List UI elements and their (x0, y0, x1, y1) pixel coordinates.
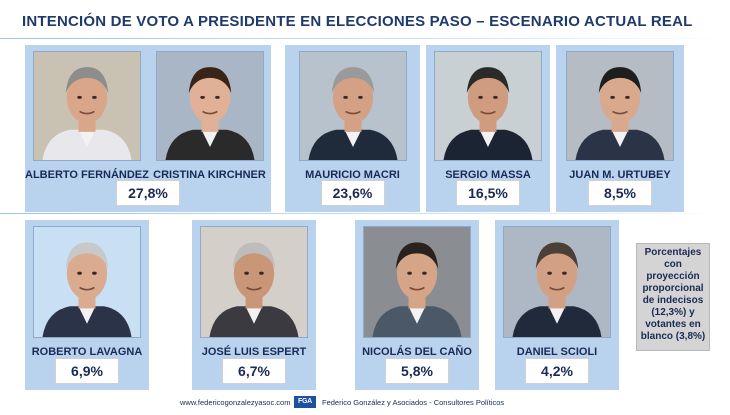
candidate-portrait-icon (34, 227, 140, 337)
data-label: 6,9% (55, 358, 119, 384)
chart-title: INTENCIÓN DE VOTO A PRESIDENTE EN ELECCI… (22, 13, 693, 30)
candidate-photo (503, 226, 611, 338)
fga-logo: FGA (294, 396, 316, 408)
footer-firm-name: Federico González y Asociados - Consulto… (322, 398, 505, 407)
candidate-photo (566, 51, 674, 161)
candidate-portrait-icon (299, 52, 406, 160)
candidate-portrait-icon (364, 227, 470, 337)
data-label: 4,2% (525, 358, 589, 384)
candidate-portrait-icon (435, 52, 541, 160)
footer-url[interactable]: www.federicogonzalezyasoc.com (180, 398, 291, 407)
candidate-portrait-icon (504, 227, 610, 337)
candidate-name: JUAN M. URTUBEY (569, 169, 671, 181)
candidate-photo (298, 51, 407, 161)
candidate-name: CRISTINA KIRCHNER (153, 169, 266, 181)
middle-divider (0, 213, 730, 214)
candidate-photo (155, 51, 264, 161)
candidate-name: DANIEL SCIOLI (516, 346, 598, 358)
candidate-photo (33, 226, 141, 338)
candidate-portrait-icon (201, 227, 307, 337)
data-label: 16,5% (456, 180, 520, 206)
candidate-photo (200, 226, 308, 338)
candidate-name: MAURICIO MACRI (305, 169, 400, 181)
candidate-portrait-icon (567, 52, 673, 160)
candidate-name: NICOLÁS DEL CAÑO (362, 346, 472, 358)
candidate-photo (434, 51, 542, 161)
data-label: 6,7% (222, 358, 286, 384)
candidate-name: SERGIO MASSA (445, 169, 531, 181)
candidate-name: ALBERTO FERNÁNDEZ (25, 169, 149, 181)
candidate-name: ROBERTO LAVAGNA (31, 346, 143, 358)
candidate-name: JOSÉ LUIS ESPERT (201, 346, 307, 358)
data-label: 5,8% (385, 358, 449, 384)
candidate-portrait-icon (33, 52, 140, 160)
data-label: 27,8% (116, 180, 180, 206)
footer: www.federicogonzalezyasoc.com FGA Federi… (0, 396, 730, 410)
data-label: 8,5% (588, 180, 652, 206)
top-divider (0, 38, 730, 39)
data-label: 23,6% (320, 180, 385, 206)
methodology-note: Porcentajes con proyección proporcional … (636, 243, 710, 351)
candidate-photo (363, 226, 471, 338)
candidate-photo (32, 51, 141, 161)
candidate-portrait-icon (156, 52, 263, 160)
